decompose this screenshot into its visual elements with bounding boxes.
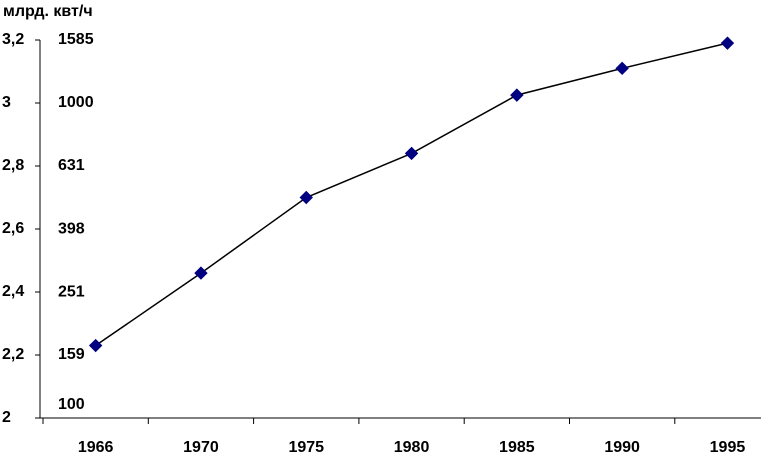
y-tick-label: 2,2 — [2, 346, 24, 363]
x-tick-label: 1985 — [499, 439, 535, 456]
marker — [404, 146, 419, 161]
marker — [615, 61, 629, 76]
y2-tick-label: 398 — [58, 220, 85, 237]
y2-tick-label: 631 — [58, 157, 85, 174]
y-tick-label: 3,2 — [2, 31, 24, 48]
x-tick-label: 1970 — [183, 439, 219, 456]
marker — [510, 88, 524, 102]
y-tick-label: 2,4 — [2, 283, 24, 300]
marker — [720, 36, 735, 50]
y2-tick-label: 100 — [58, 396, 85, 413]
y2-tick-label: 1585 — [58, 31, 94, 48]
marker — [88, 338, 103, 353]
chart-title: млрд. квт/ч — [3, 3, 93, 20]
y2-tick-label: 1000 — [58, 94, 94, 111]
x-tick-label: 1990 — [604, 439, 640, 456]
y-tick-label: 2 — [2, 409, 11, 426]
x-tick-label: 1980 — [394, 439, 430, 456]
y-tick-label: 2,6 — [2, 220, 24, 237]
marker — [194, 266, 208, 280]
x-tick-label: 1966 — [78, 439, 114, 456]
x-tick-label: 1995 — [710, 439, 746, 456]
marker — [299, 190, 313, 205]
line — [95, 42, 728, 347]
y2-tick-label: 159 — [58, 346, 85, 363]
y-tick-label: 3 — [2, 94, 11, 111]
y2-tick-label: 251 — [58, 283, 85, 300]
x-tick-label: 1975 — [288, 439, 324, 456]
y-tick-label: 2,8 — [2, 157, 24, 174]
